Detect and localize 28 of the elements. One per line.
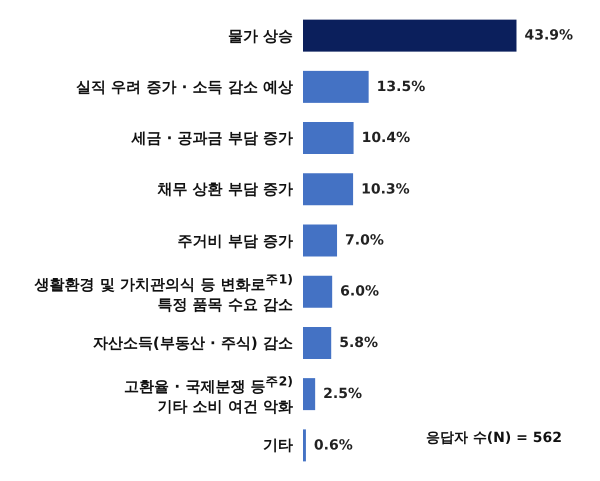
data-label: 10.3%	[361, 181, 410, 198]
annotation: 응답자 수(N) = 562	[426, 430, 562, 446]
bar	[303, 173, 354, 206]
y-tick-label: 고환율 · 국제분쟁 등$^{주2)}$ 기타 소비 여건 악화	[124, 372, 293, 417]
data-label: 2.5%	[323, 386, 362, 402]
bar	[303, 326, 332, 359]
y-tick-label: 실직 우려 증가 · 소득 감소 예상	[76, 76, 293, 97]
bar	[303, 122, 354, 154]
bar	[303, 20, 516, 52]
data-label: 13.5%	[376, 78, 426, 95]
bar	[303, 70, 369, 103]
y-tick-label: 기타	[263, 435, 293, 456]
y-tick-label: 물가 상승	[228, 26, 293, 46]
bar	[303, 429, 306, 462]
data-label: 5.8%	[339, 334, 378, 351]
data-label: 43.9%	[524, 28, 574, 44]
bar	[303, 378, 316, 410]
data-label: 0.6%	[314, 437, 353, 454]
y-tick-label: 세금 · 공과금 부담 증가	[131, 128, 293, 148]
y-tick-label: 자산소득(부동산 · 주식) 감소	[92, 332, 293, 353]
y-tick-label: 채무 상환 부담 증가	[157, 179, 293, 200]
bar	[303, 276, 332, 308]
data-label: 6.0%	[340, 284, 380, 300]
y-tick-label: 생활환경 및 가치관의식 등 변화로$^{주1)}$ 특정 품목 수요 감소	[34, 270, 293, 314]
data-label: 7.0%	[345, 232, 384, 248]
bar	[303, 224, 338, 256]
y-tick-label: 주거비 부담 증가	[178, 230, 293, 250]
data-label: 10.4%	[362, 130, 410, 146]
